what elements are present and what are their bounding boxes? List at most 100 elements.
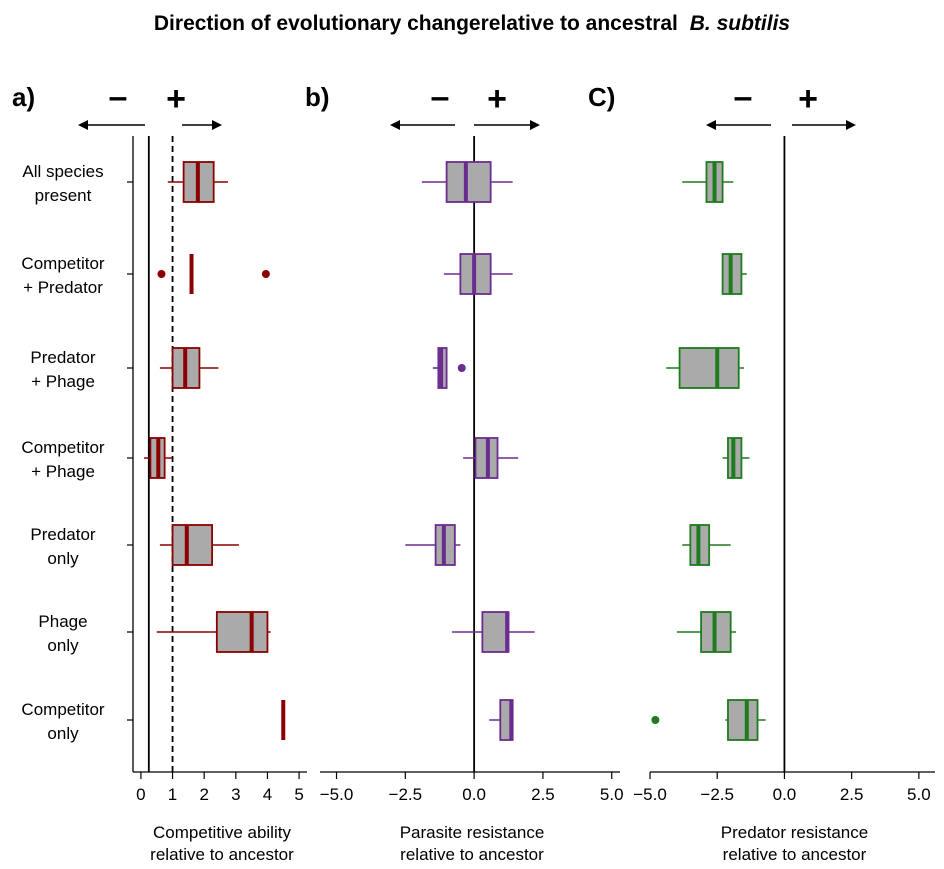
- x-tick-label: 4: [263, 785, 272, 804]
- box-group: [421, 161, 513, 203]
- category-label: Phage only: [38, 612, 87, 655]
- box-group: [682, 161, 734, 203]
- outlier-point: [261, 270, 270, 278]
- x-axis-label: Predator resistance relative to ancestor: [721, 823, 868, 864]
- box: [215, 611, 269, 653]
- positive-direction-label: +: [166, 80, 186, 118]
- x-tick-label: −5.0: [633, 785, 667, 804]
- x-tick-label: −2.5: [700, 785, 734, 804]
- box-group: [682, 524, 731, 566]
- box-group: [666, 347, 745, 389]
- chart-title: Direction of evolutionary changerelative…: [154, 12, 790, 35]
- category-label-line: only: [47, 724, 79, 743]
- category-label-line: + Phage: [31, 372, 95, 391]
- outlier-point: [157, 270, 166, 278]
- box-group: [452, 611, 535, 653]
- category-label: Predator + Phage: [30, 348, 96, 391]
- x-tick-label: 1: [168, 785, 177, 804]
- box: [481, 611, 510, 653]
- x-tick-label: −5.0: [320, 785, 354, 804]
- category-label: Competitor only: [21, 700, 104, 743]
- negative-arrow-head: [706, 120, 716, 130]
- category-label-line: All species: [22, 162, 103, 181]
- outlier-point: [651, 716, 660, 724]
- positive-direction-label: +: [487, 80, 507, 118]
- x-axis-label-line: Competitive ability: [153, 823, 291, 842]
- chart-title-main: Direction of evolutionary changerelative…: [154, 12, 678, 35]
- category-label-line: only: [47, 636, 79, 655]
- box-group: [159, 347, 219, 389]
- box-group: [651, 699, 766, 741]
- category-label-line: + Phage: [31, 462, 95, 481]
- category-label: Predator only: [30, 525, 96, 568]
- category-label-line: + Predator: [23, 278, 103, 297]
- box-group: [463, 437, 519, 479]
- category-label-line: Competitor: [21, 254, 104, 273]
- x-tick-label: −2.5: [389, 785, 423, 804]
- box-group: [722, 437, 750, 479]
- box-group: [721, 253, 747, 295]
- box-group: [405, 524, 461, 566]
- category-label-line: only: [47, 549, 79, 568]
- x-axis-label-line: relative to ancestor: [150, 845, 294, 864]
- category-label: Competitor + Predator: [21, 254, 104, 297]
- box-group: [159, 524, 239, 566]
- x-axis-label: Competitive ability relative to ancestor: [150, 823, 294, 864]
- positive-arrow-head: [846, 120, 856, 130]
- category-label-line: Competitor: [21, 438, 104, 457]
- box-group: [156, 611, 271, 653]
- panel-2: −5.0 −2.5 0.0 2.5 5.0 Parasite resistance rela…: [305, 78, 624, 864]
- negative-direction-label: –: [431, 78, 450, 116]
- x-tick-label: 2: [199, 785, 208, 804]
- box-group: [489, 699, 514, 741]
- x-axis-label-line: relative to ancestor: [400, 845, 544, 864]
- positive-direction-label: +: [798, 80, 818, 118]
- panel-3: −5.0 −2.5 0.0 2.5 5.0 Predator resistance rela…: [588, 78, 935, 864]
- panel-label: C): [588, 82, 615, 112]
- x-tick-label: 0.0: [462, 785, 486, 804]
- box-group: [167, 161, 228, 203]
- category-label: Competitor + Phage: [21, 438, 104, 481]
- panel-label: a): [12, 82, 35, 112]
- category-label: All species present: [22, 162, 103, 205]
- category-label-line: Competitor: [21, 700, 104, 719]
- box-group: [157, 254, 270, 294]
- negative-arrow-head: [78, 120, 88, 130]
- x-axis-label-line: Parasite resistance: [400, 823, 545, 842]
- positive-arrow-head: [212, 120, 222, 130]
- x-axis-label-line: Predator resistance: [721, 823, 868, 842]
- category-label-line: Predator: [30, 348, 96, 367]
- box-group: [676, 611, 737, 653]
- box-group: [281, 700, 286, 740]
- box: [678, 347, 740, 389]
- x-tick-label: 5.0: [907, 785, 931, 804]
- x-tick-label: 5: [294, 785, 303, 804]
- x-tick-label: 5.0: [600, 785, 624, 804]
- x-tick-label: 3: [231, 785, 240, 804]
- negative-direction-label: –: [109, 78, 128, 116]
- box: [445, 161, 492, 203]
- box-group: [432, 347, 466, 389]
- box-group: [144, 437, 173, 479]
- box: [171, 524, 213, 566]
- chart-title-species: B. subtilis: [690, 12, 790, 35]
- x-tick-label: 0.0: [773, 785, 797, 804]
- category-label-line: present: [35, 186, 92, 205]
- x-tick-label: 2.5: [531, 785, 555, 804]
- x-axis-label-line: relative to ancestor: [723, 845, 867, 864]
- outlier-point: [457, 364, 466, 372]
- positive-arrow-head: [530, 120, 540, 130]
- category-label-line: Predator: [30, 525, 96, 544]
- x-tick-label: 2.5: [840, 785, 864, 804]
- negative-direction-label: –: [734, 78, 753, 116]
- x-axis-label: Parasite resistance relative to ancestor: [400, 823, 545, 864]
- box: [727, 699, 759, 741]
- category-label-line: Phage: [38, 612, 87, 631]
- negative-arrow-head: [390, 120, 400, 130]
- panel-label: b): [305, 82, 330, 112]
- box-group: [443, 253, 513, 295]
- x-tick-label: 0: [136, 785, 145, 804]
